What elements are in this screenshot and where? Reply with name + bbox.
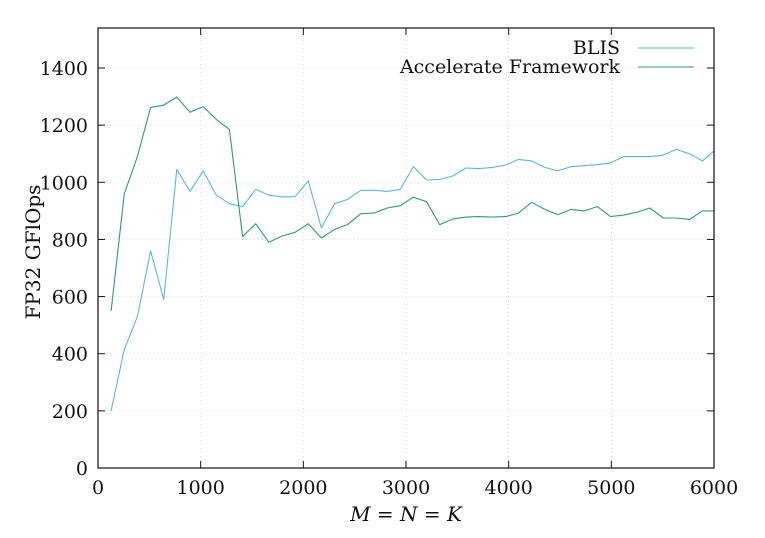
- y-axis: 0 200 400 600 800 1000 1200 1400: [40, 58, 714, 480]
- y-tick-label: 200: [52, 401, 88, 423]
- y-axis-label: FP32 GFlOps: [21, 185, 45, 320]
- x-tick-label: 0: [92, 477, 104, 499]
- y-tick-label: 800: [52, 229, 88, 251]
- y-tick-label: 1200: [40, 115, 88, 137]
- y-tick-label: 600: [52, 287, 88, 309]
- x-tick-label: 5000: [587, 477, 635, 499]
- x-axis-label: M = N = K: [349, 502, 463, 526]
- x-tick-label: 4000: [484, 477, 532, 499]
- y-tick-label: 1000: [40, 172, 88, 194]
- grid: [97, 28, 715, 469]
- series-line-0: [110, 148, 715, 412]
- legend-label: BLIS: [573, 37, 620, 59]
- y-tick-label: 400: [52, 344, 88, 366]
- series-layer: [110, 96, 715, 412]
- series-line-1: [110, 96, 714, 311]
- legend-label: Accelerate Framework: [399, 56, 621, 78]
- y-tick-label: 0: [76, 458, 88, 480]
- x-axis: 0 1000 2000 3000 4000 5000 6000: [92, 28, 738, 499]
- x-tick-label: 6000: [690, 477, 738, 499]
- x-tick-label: 3000: [382, 477, 430, 499]
- x-tick-label: 1000: [176, 477, 224, 499]
- y-tick-label: 1400: [40, 58, 88, 80]
- x-tick-label: 2000: [279, 477, 327, 499]
